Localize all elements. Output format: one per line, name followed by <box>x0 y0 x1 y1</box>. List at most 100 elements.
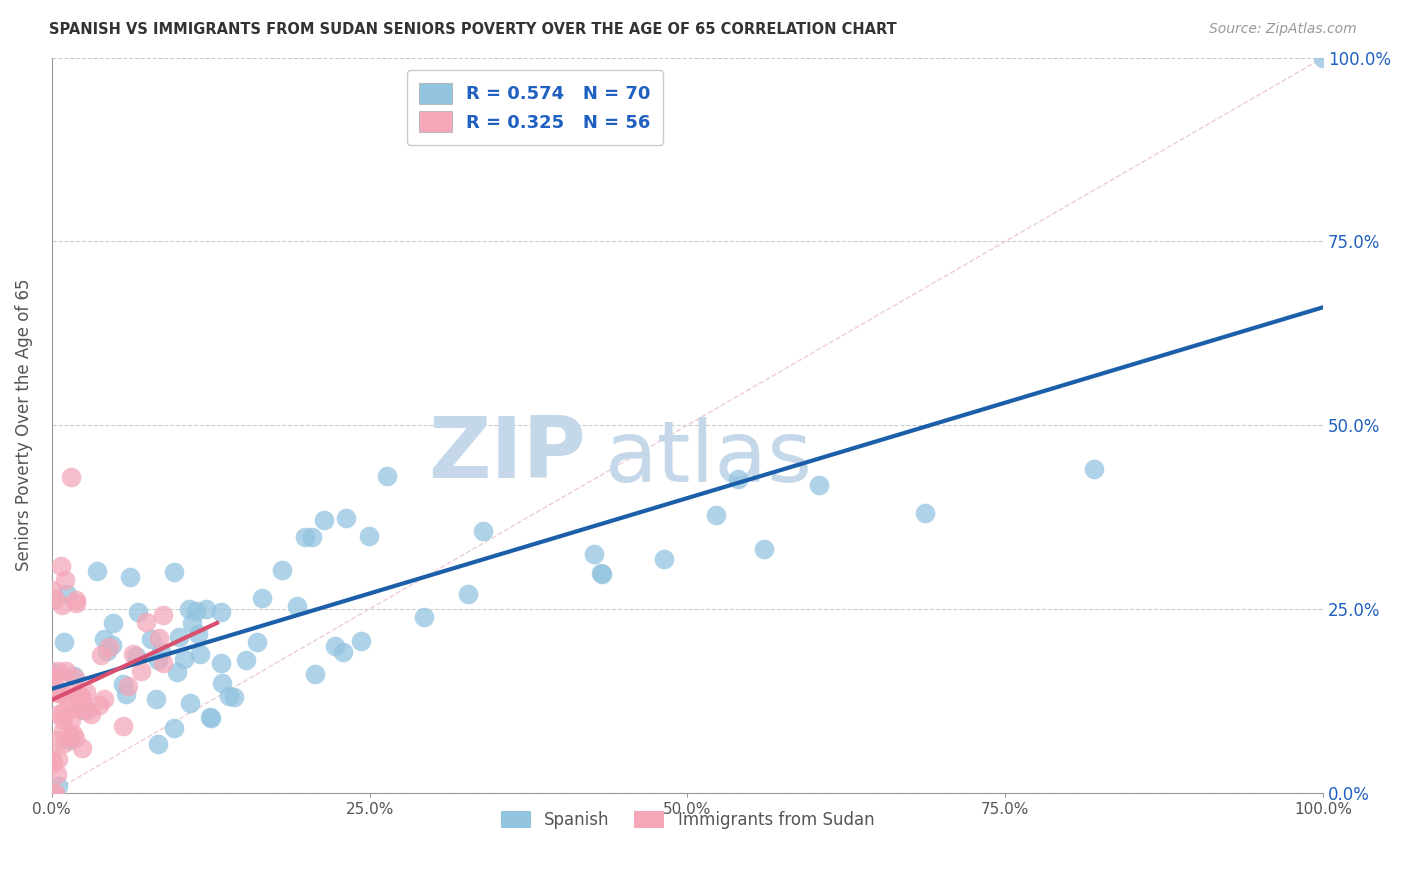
Point <box>59 698 82 712</box>
Point <box>148 631 170 645</box>
Point <box>150 645 173 659</box>
Point <box>48 707 70 722</box>
Point <box>65 592 87 607</box>
Point <box>48 686 70 700</box>
Point <box>97 640 120 654</box>
Point <box>59 469 82 483</box>
Point <box>179 696 201 710</box>
Point <box>58 733 80 747</box>
Point <box>121 647 143 661</box>
Point <box>46 732 69 747</box>
Point <box>145 692 167 706</box>
Point <box>304 667 326 681</box>
Point <box>46 664 69 678</box>
Text: Source: ZipAtlas.com: Source: ZipAtlas.com <box>1209 22 1357 37</box>
Point <box>70 690 93 704</box>
Point <box>89 698 111 712</box>
Point <box>166 665 188 679</box>
Point <box>146 737 169 751</box>
Point <box>118 570 141 584</box>
Point <box>1083 462 1105 476</box>
Point <box>80 707 103 722</box>
Point <box>200 711 222 725</box>
Point <box>114 687 136 701</box>
Point <box>127 606 149 620</box>
Point <box>250 591 273 605</box>
Point <box>66 701 89 715</box>
Point <box>52 714 75 728</box>
Point <box>70 702 93 716</box>
Point <box>472 524 495 538</box>
Point <box>195 601 218 615</box>
Point <box>52 736 75 750</box>
Y-axis label: Seniors Poverty Over the Age of 65: Seniors Poverty Over the Age of 65 <box>15 279 32 572</box>
Point <box>591 567 613 582</box>
Point <box>141 632 163 646</box>
Point <box>332 645 354 659</box>
Point <box>69 689 91 703</box>
Point <box>52 724 75 739</box>
Point <box>53 573 76 587</box>
Point <box>589 566 612 581</box>
Point <box>112 677 135 691</box>
Point <box>77 703 100 717</box>
Point <box>101 615 124 630</box>
Point <box>188 647 211 661</box>
Point <box>235 653 257 667</box>
Point <box>184 604 207 618</box>
Point <box>652 552 675 566</box>
Point <box>148 653 170 667</box>
Point <box>413 610 436 624</box>
Point <box>125 649 148 664</box>
Point <box>93 692 115 706</box>
Point <box>179 602 201 616</box>
Point <box>167 630 190 644</box>
Point <box>727 472 749 486</box>
Point <box>271 563 294 577</box>
Point <box>807 478 830 492</box>
Point <box>45 766 67 780</box>
Text: ZIP: ZIP <box>427 413 586 496</box>
Point <box>200 710 222 724</box>
Point <box>44 591 66 606</box>
Point <box>135 615 157 629</box>
Point <box>294 530 316 544</box>
Point <box>335 511 357 525</box>
Point <box>75 685 97 699</box>
Point <box>314 513 336 527</box>
Point <box>55 665 77 679</box>
Point <box>152 607 174 622</box>
Point <box>46 779 69 793</box>
Point <box>56 587 79 601</box>
Point <box>181 615 204 630</box>
Point <box>173 652 195 666</box>
Point <box>65 596 87 610</box>
Point <box>63 688 86 702</box>
Point <box>117 679 139 693</box>
Point <box>73 703 96 717</box>
Point <box>59 729 82 743</box>
Point <box>129 664 152 678</box>
Point <box>52 688 75 702</box>
Point <box>62 727 84 741</box>
Point <box>704 508 727 523</box>
Point <box>152 657 174 671</box>
Point <box>359 529 381 543</box>
Point <box>187 626 209 640</box>
Point <box>63 731 86 745</box>
Text: atlas: atlas <box>605 417 813 500</box>
Point <box>163 721 186 735</box>
Point <box>285 599 308 613</box>
Point <box>51 598 73 612</box>
Point <box>582 547 605 561</box>
Point <box>350 634 373 648</box>
Point <box>42 669 65 683</box>
Point <box>1312 51 1334 65</box>
Point <box>100 638 122 652</box>
Point <box>112 718 135 732</box>
Point <box>246 634 269 648</box>
Point <box>46 752 69 766</box>
Point <box>96 644 118 658</box>
Point <box>209 605 232 619</box>
Point <box>323 639 346 653</box>
